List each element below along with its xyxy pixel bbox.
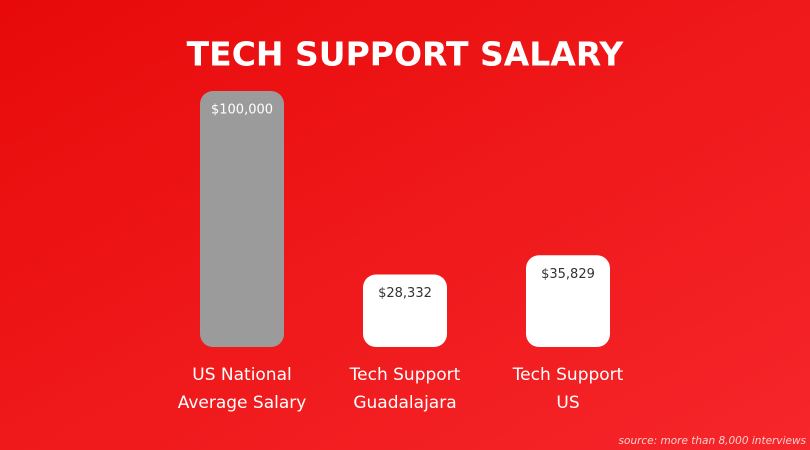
value-label: $35,829 bbox=[541, 267, 595, 282]
source-note: source: more than 8,000 interviews bbox=[619, 435, 807, 447]
value-label: $28,332 bbox=[378, 286, 432, 301]
value-label: $100,000 bbox=[211, 103, 273, 118]
bar bbox=[363, 274, 447, 347]
bar bbox=[526, 255, 610, 347]
x-tick-label: US National Average Salary bbox=[178, 365, 307, 413]
chart-title: TECH SUPPORT SALARY bbox=[187, 35, 625, 74]
bar bbox=[200, 91, 284, 347]
x-tick-label: Tech Support Guadalajara bbox=[349, 365, 461, 413]
x-tick-label: Tech Support US bbox=[512, 365, 624, 413]
